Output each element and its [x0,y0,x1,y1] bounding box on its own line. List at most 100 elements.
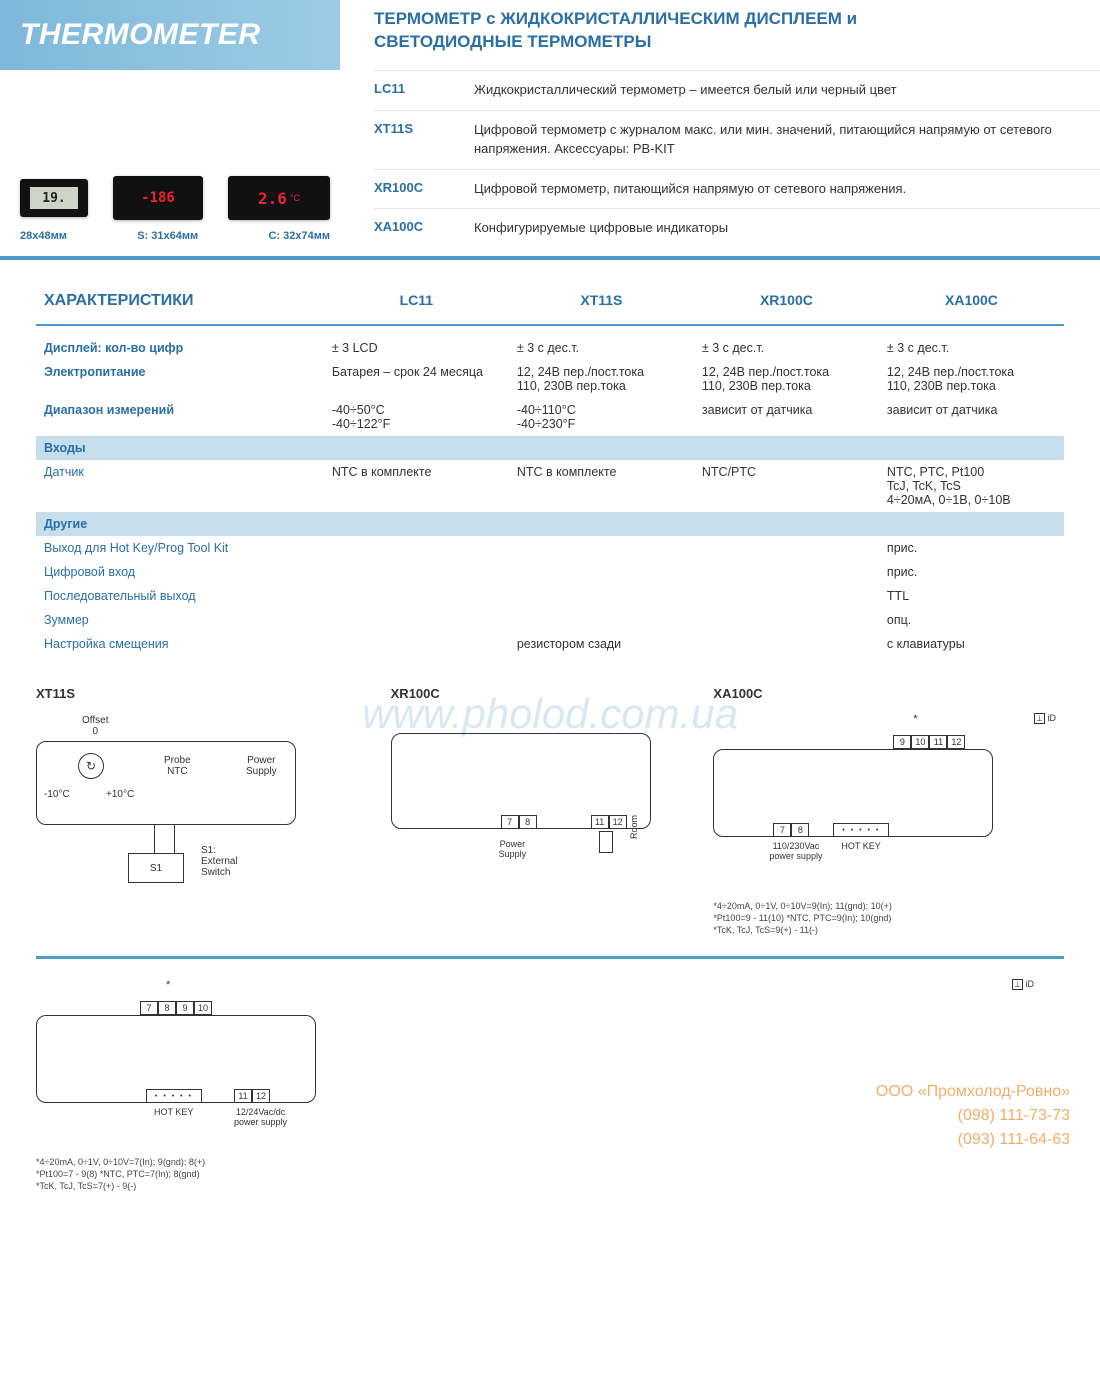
product-code: XT11S [374,121,474,159]
row-label: Электропитание [36,360,324,398]
cell [509,608,694,632]
cell: 12, 24В пер./пост.тока 110, 230В пер.ток… [879,360,1064,398]
cell: NTC в комплекте [509,460,694,512]
cell: 12, 24В пер./пост.тока 110, 230В пер.ток… [509,360,694,398]
footnotes-top: *4÷20mA, 0÷1V, 0÷10V=9(In); 11(gnd); 10(… [713,901,1064,936]
terminal: 10 [911,735,929,749]
company-phone2: (093) 111-64-63 [876,1128,1070,1152]
table-row: Настройка смещениярезистором сзадис клав… [36,632,1064,656]
table-row: Цифровой вход прис. [36,560,1064,584]
cell [694,536,879,560]
col-lc11: LC11 [324,282,509,325]
terminal: 9 [176,1001,194,1015]
cell: опц. [879,608,1064,632]
table-row: Зуммеропц. [36,608,1064,632]
subtitle-line2: СВЕТОДИОДНЫЕ ТЕРМОМЕТРЫ [374,31,1090,54]
company-stamp: ООО «Промхолод-Ровно» (098) 111-73-73 (0… [876,1080,1070,1152]
diagram-xr100c: XR100C 7 8 11 12 Power Supply Room [391,686,694,913]
cell [324,608,509,632]
divider-diagrams [36,956,1064,959]
spec-header: ХАРАКТЕРИСТИКИ [36,282,324,325]
temp-low: -10°C [44,789,70,800]
cell: прис. [879,560,1064,584]
product-images: 19. -186 2.6°C 28x48мм S: 31x64мм C: 32x… [0,166,340,248]
terminal: 7 [140,1001,158,1015]
row-label: Диапазон измерений [36,398,324,436]
led-readout: 2.6 [258,189,287,208]
col-xa100c: XA100C [879,282,1064,325]
cell [694,584,879,608]
cell: прис. [879,536,1064,560]
product-desc: Жидкокристаллический термометр – имеется… [474,81,1100,100]
footnote: *TcK, TcJ, TcS=7(+) - 9(-) [36,1181,1064,1193]
table-row: Дисплей: кол-во цифр± 3 LCD± 3 с дес.т.±… [36,336,1064,360]
terminal: 12 [947,735,965,749]
row-label: Датчик [36,460,324,512]
row-label: Дисплей: кол-во цифр [36,336,324,360]
section-band: Другие [36,512,1064,536]
device-xr100c-image: 2.6°C [228,176,330,220]
cell: NTC, PTC, Pt100 TcJ, TcK, TcS 4÷20мА, 0÷… [879,460,1064,512]
row-label: Последовательный выход [36,584,324,608]
cell: ± 3 с дес.т. [509,336,694,360]
cell: ± 3 с дес.т. [879,336,1064,360]
terminal: 12 [609,815,627,829]
diag-title-xt11s: XT11S [36,686,371,701]
col-xr100c: XR100C [694,282,879,325]
footnote: *Pt100=9 - 11(10) *NTC, PTC=9(In); 10(gn… [713,913,1064,925]
cell: ± 3 с дес.т. [694,336,879,360]
banner: THERMOMETER [0,0,340,70]
cell: TTL [879,584,1064,608]
cell [694,632,879,656]
terminal: 11 [929,735,947,749]
psu-label: 110/230Vac power supply [769,841,822,861]
cell: NTC/PTC [694,460,879,512]
product-row: LC11 Жидкокристаллический термометр – им… [374,70,1100,110]
col-xt11s: XT11S [509,282,694,325]
device-lc11-image: 19. [20,179,88,217]
cell: Батарея – срок 24 месяца [324,360,509,398]
row-label: Цифровой вход [36,560,324,584]
divider-main [0,256,1100,260]
size-2: S: 31x64мм [137,230,198,242]
banner-title: THERMOMETER [20,18,340,52]
cell: зависит от датчика [879,398,1064,436]
cell: 12, 24В пер./пост.тока 110, 230В пер.ток… [694,360,879,398]
subtitle-line1: ТЕРМОМЕТР с ЖИДКОКРИСТАЛЛИЧЕСКИМ ДИСПЛЕЕ… [374,8,1090,31]
footnotes-bottom: *4÷20mA, 0÷1V, 0÷10V=7(In); 9(gnd); 8(+)… [36,1157,1064,1192]
temp-high: +10°C [106,789,134,800]
product-code: LC11 [374,81,474,100]
terminal: 11 [591,815,609,829]
terminal: 7 [501,815,519,829]
power-label: Power Supply [246,755,277,777]
spec-table: ХАРАКТЕРИСТИКИ LC11 XT11S XR100C XA100C … [36,282,1064,656]
table-row: ДатчикNTC в комплектеNTC в комплектеNTC/… [36,460,1064,512]
hotkey-label: HOT KEY [841,841,880,851]
product-row: XT11S Цифровой термометр с журналом макс… [374,110,1100,169]
s1-box: S1 [128,853,184,883]
room-label: Room [629,815,639,839]
products-row: 19. -186 2.6°C 28x48мм S: 31x64мм C: 32x… [0,70,1100,248]
offset-label: Offset 0 [82,715,109,737]
product-code: XA100C [374,219,474,238]
footnote: *4÷20mA, 0÷1V, 0÷10V=9(In); 11(gnd); 10(… [713,901,1064,913]
cell: ± 3 LCD [324,336,509,360]
size-3: C: 32x74мм [268,230,330,242]
product-desc: Конфигурируемые цифровые индикаторы [474,219,1100,238]
subtitle: ТЕРМОМЕТР с ЖИДКОКРИСТАЛЛИЧЕСКИМ ДИСПЛЕЕ… [340,0,1100,66]
cell: с клавиатуры [879,632,1064,656]
cell: зависит от датчика [694,398,879,436]
cell [324,536,509,560]
terminal: 10 [194,1001,212,1015]
product-row: XA100C Конфигурируемые цифровые индикато… [374,208,1100,248]
row-label: Выход для Hot Key/Prog Tool Kit [36,536,324,560]
product-list: LC11 Жидкокристаллический термометр – им… [340,70,1100,248]
band-label: Входы [36,436,1064,460]
diag-title-xa100c: XA100C [713,686,1064,701]
product-desc: Цифровой термометр с журналом макс. или … [474,121,1100,159]
header-row: THERMOMETER ТЕРМОМЕТР с ЖИДКОКРИСТАЛЛИЧЕ… [0,0,1100,70]
diagrams-row: XT11S Offset 0 ↻ -10°C +10°C Probe NTC P… [36,686,1064,936]
product-row: XR100C Цифровой термометр, питающийся на… [374,169,1100,209]
footnote: *Pt100=7 - 9(8) *NTC, PTC=7(In); 8(gnd) [36,1169,1064,1181]
cell [324,632,509,656]
